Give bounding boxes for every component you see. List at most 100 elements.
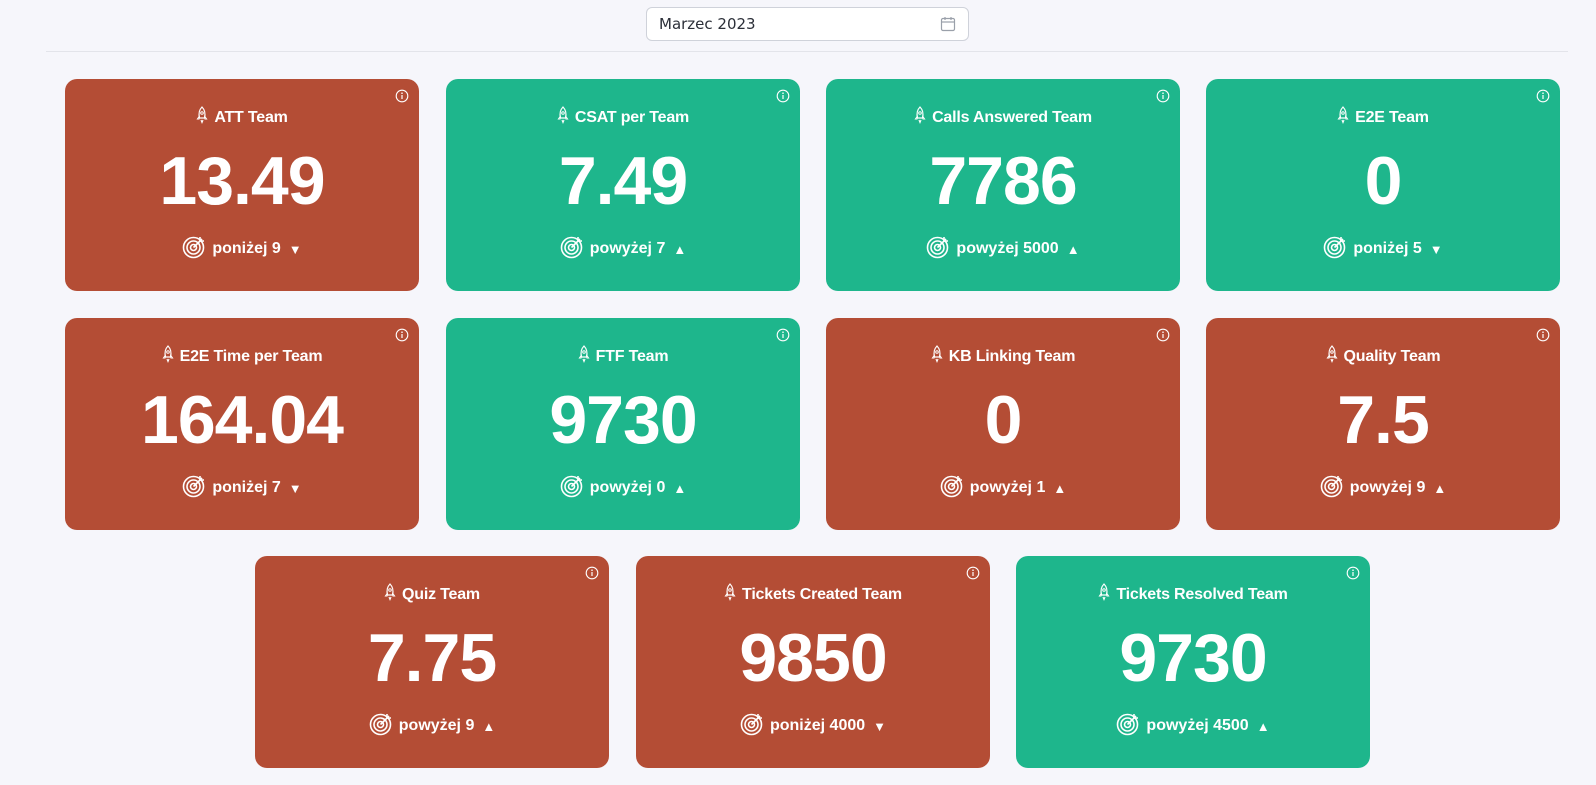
kpi-target-row: powyżej 1 ▲ bbox=[826, 475, 1180, 501]
kpi-value: 7.75 bbox=[367, 620, 497, 696]
kpi-card-2[interactable]: CSAT per Team 7.49 powyżej 7 ▲ bbox=[446, 79, 800, 291]
kpi-title-row: Calls Answered Team bbox=[826, 106, 1180, 129]
kpi-title-row: ATT Team bbox=[65, 106, 419, 129]
kpi-title: ATT Team bbox=[214, 108, 288, 126]
kpi-card-8[interactable]: Quality Team 7.5 powyżej 9 ▲ bbox=[1206, 318, 1560, 530]
triangle-down-icon: ▼ bbox=[288, 241, 302, 257]
kpi-card-3[interactable]: Calls Answered Team 7786 powyżej 5000 ▲ bbox=[826, 79, 1180, 291]
rocket-icon bbox=[1337, 106, 1349, 129]
kpi-target-row: powyżej 7 ▲ bbox=[446, 236, 800, 262]
info-icon[interactable] bbox=[966, 566, 980, 580]
info-icon[interactable] bbox=[1156, 89, 1170, 103]
triangle-up-icon: ▲ bbox=[1053, 480, 1067, 496]
target-icon bbox=[740, 712, 764, 741]
info-icon[interactable] bbox=[776, 328, 790, 342]
kpi-title-row: FTF Team bbox=[446, 345, 800, 368]
kpi-value: 9730 bbox=[549, 382, 697, 458]
kpi-title-row: Tickets Resolved Team bbox=[1016, 583, 1370, 606]
kpi-title: Tickets Created Team bbox=[742, 585, 902, 603]
kpi-title-row: Quality Team bbox=[1206, 345, 1560, 368]
info-icon[interactable] bbox=[395, 328, 409, 342]
kpi-card-6[interactable]: FTF Team 9730 powyżej 0 ▲ bbox=[446, 318, 800, 530]
triangle-up-icon: ▲ bbox=[1256, 718, 1270, 734]
kpi-value: 7786 bbox=[929, 143, 1077, 219]
info-icon[interactable] bbox=[1536, 89, 1550, 103]
kpi-value: 0 bbox=[1364, 143, 1403, 219]
kpi-title-row: E2E Team bbox=[1206, 106, 1560, 129]
kpi-target-row: poniżej 5 ▼ bbox=[1206, 236, 1560, 262]
info-icon[interactable] bbox=[585, 566, 599, 580]
triangle-up-icon: ▲ bbox=[1066, 241, 1080, 257]
kpi-title-row: Tickets Created Team bbox=[636, 583, 990, 606]
kpi-target-row: powyżej 0 ▲ bbox=[446, 475, 800, 501]
kpi-target-row: poniżej 4000 ▼ bbox=[636, 713, 990, 739]
kpi-value: 0 bbox=[984, 382, 1023, 458]
kpi-value: 9730 bbox=[1119, 620, 1267, 696]
triangle-up-icon: ▲ bbox=[673, 241, 687, 257]
rocket-icon bbox=[557, 106, 569, 129]
kpi-target: poniżej 7 bbox=[212, 479, 281, 496]
kpi-card-10[interactable]: Tickets Created Team 9850 poniżej 4000 ▼ bbox=[636, 556, 990, 768]
kpi-title: FTF Team bbox=[595, 347, 669, 365]
rocket-icon bbox=[162, 345, 174, 368]
info-icon[interactable] bbox=[1536, 328, 1550, 342]
rocket-icon bbox=[196, 106, 208, 129]
kpi-target-row: powyżej 5000 ▲ bbox=[826, 236, 1180, 262]
kpi-target: powyżej 0 bbox=[589, 479, 666, 496]
kpi-target: poniżej 9 bbox=[212, 240, 281, 257]
rocket-icon bbox=[724, 583, 736, 606]
kpi-card-9[interactable]: Quiz Team 7.75 powyżej 9 ▲ bbox=[255, 556, 609, 768]
target-icon bbox=[1320, 474, 1344, 503]
kpi-card-11[interactable]: Tickets Resolved Team 9730 powyżej 4500 … bbox=[1016, 556, 1370, 768]
triangle-up-icon: ▲ bbox=[1433, 480, 1447, 496]
kpi-value: 13.49 bbox=[159, 143, 325, 219]
kpi-value: 7.49 bbox=[558, 143, 688, 219]
rocket-icon bbox=[1098, 583, 1110, 606]
kpi-card-4[interactable]: E2E Team 0 poniżej 5 ▼ bbox=[1206, 79, 1560, 291]
info-icon[interactable] bbox=[1346, 566, 1360, 580]
kpi-card-7[interactable]: KB Linking Team 0 powyżej 1 ▲ bbox=[826, 318, 1180, 530]
kpi-target-row: poniżej 7 ▼ bbox=[65, 475, 419, 501]
rocket-icon bbox=[384, 583, 396, 606]
kpi-card-5[interactable]: E2E Time per Team 164.04 poniżej 7 ▼ bbox=[65, 318, 419, 530]
info-icon[interactable] bbox=[776, 89, 790, 103]
kpi-target-row: powyżej 9 ▲ bbox=[255, 713, 609, 739]
target-icon bbox=[926, 235, 950, 264]
target-icon bbox=[369, 712, 393, 741]
month-picker-value: Marzec 2023 bbox=[659, 15, 756, 33]
kpi-target: powyżej 4500 bbox=[1146, 717, 1249, 734]
target-icon bbox=[940, 474, 964, 503]
kpi-title-row: E2E Time per Team bbox=[65, 345, 419, 368]
kpi-value: 7.5 bbox=[1337, 382, 1430, 458]
month-picker[interactable]: Marzec 2023 bbox=[646, 7, 969, 41]
kpi-title: KB Linking Team bbox=[948, 347, 1076, 365]
triangle-up-icon: ▲ bbox=[482, 718, 496, 734]
triangle-up-icon: ▲ bbox=[673, 480, 687, 496]
info-icon[interactable] bbox=[1156, 328, 1170, 342]
kpi-title: Calls Answered Team bbox=[932, 108, 1092, 126]
kpi-title: Tickets Resolved Team bbox=[1116, 585, 1288, 603]
kpi-title: E2E Team bbox=[1355, 108, 1429, 126]
target-icon bbox=[1116, 712, 1140, 741]
kpi-target-row: powyżej 9 ▲ bbox=[1206, 475, 1560, 501]
calendar-icon[interactable] bbox=[940, 16, 956, 32]
rocket-icon bbox=[1326, 345, 1338, 368]
target-icon bbox=[560, 235, 584, 264]
kpi-target: powyżej 5000 bbox=[956, 240, 1059, 257]
rocket-icon bbox=[914, 106, 926, 129]
target-icon bbox=[182, 235, 206, 264]
target-icon bbox=[182, 474, 206, 503]
triangle-down-icon: ▼ bbox=[1429, 241, 1443, 257]
kpi-title: CSAT per Team bbox=[574, 108, 690, 126]
kpi-target: powyżej 9 bbox=[1349, 479, 1426, 496]
info-icon[interactable] bbox=[395, 89, 409, 103]
triangle-down-icon: ▼ bbox=[288, 480, 302, 496]
target-icon bbox=[560, 474, 584, 503]
kpi-title-row: KB Linking Team bbox=[826, 345, 1180, 368]
kpi-title-row: Quiz Team bbox=[255, 583, 609, 606]
kpi-value: 9850 bbox=[739, 620, 887, 696]
kpi-target-row: powyżej 4500 ▲ bbox=[1016, 713, 1370, 739]
kpi-title: Quality Team bbox=[1343, 347, 1441, 365]
kpi-card-1[interactable]: ATT Team 13.49 poniżej 9 ▼ bbox=[65, 79, 419, 291]
